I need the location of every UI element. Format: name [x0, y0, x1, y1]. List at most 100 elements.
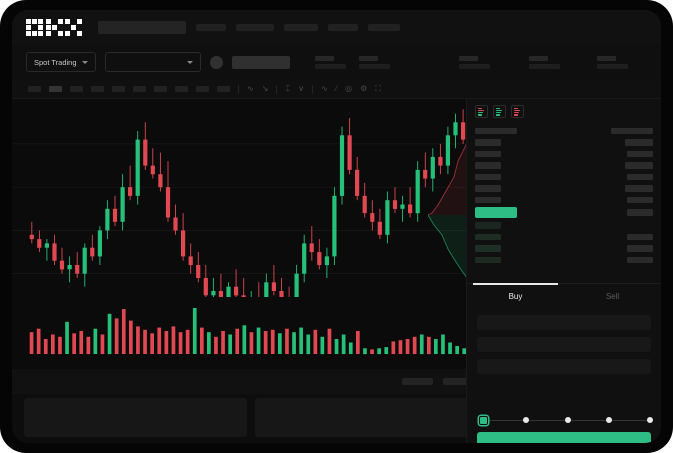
camera-icon[interactable]: ◎ — [345, 84, 353, 93]
settings-icon[interactable]: ⚙ — [360, 84, 368, 93]
okx-logo-icon[interactable] — [26, 18, 82, 36]
price-chart-pane[interactable] — [12, 99, 490, 369]
bottom-panel-positions[interactable] — [255, 398, 478, 437]
volume-histogram[interactable] — [12, 304, 490, 356]
line-chart-icon[interactable]: ∿ — [321, 84, 328, 93]
orderbook-ask-row[interactable] — [475, 183, 653, 195]
timeframe-1m[interactable] — [28, 86, 41, 92]
orderbook[interactable] — [467, 123, 661, 266]
orderbook-mode-bids[interactable] — [493, 105, 506, 118]
stat-value — [358, 63, 390, 69]
bottom-action-hide-other-pairs[interactable] — [402, 378, 433, 385]
orderbook-ask-row[interactable] — [475, 194, 653, 206]
timeframe-more[interactable] — [217, 86, 230, 92]
trend-line-icon[interactable]: ↘ — [261, 84, 269, 93]
stat-label — [314, 55, 334, 61]
timeframe-30m[interactable] — [91, 86, 104, 92]
timeframe-5m[interactable] — [49, 86, 62, 92]
orderbook-bid-row[interactable] — [475, 254, 653, 266]
stat-label — [458, 55, 478, 61]
nav-item-markets[interactable] — [196, 23, 226, 31]
orderbook-bid-row[interactable] — [475, 243, 653, 255]
orderbook-ask-row[interactable] — [475, 148, 653, 160]
fullscreen-icon[interactable]: ⛶ — [375, 84, 381, 93]
orderbook-mode-asks[interactable] — [511, 105, 524, 118]
trading-mode-selector[interactable]: Spot Trading — [26, 52, 96, 72]
orderbook-bid-row[interactable] — [475, 220, 653, 232]
stat-24h-volume — [596, 55, 628, 69]
orders-tab-bar — [12, 369, 490, 394]
stat-last-price — [314, 55, 346, 69]
stat-value — [314, 63, 346, 69]
tab-sell[interactable]: Sell — [564, 284, 661, 309]
stat-label — [358, 55, 378, 61]
search-input[interactable] — [98, 20, 186, 34]
nav-item-earn[interactable] — [328, 23, 358, 31]
amount-step-25[interactable] — [523, 417, 530, 423]
indicator-icon[interactable]: ∿ — [247, 84, 254, 93]
toolbar-divider — [312, 84, 314, 94]
tab-buy-label: Buy — [508, 292, 523, 301]
nav-item-derivatives[interactable] — [284, 23, 318, 31]
orderbook-header — [475, 125, 653, 137]
stat-24h-change — [358, 55, 390, 69]
chevron-down-icon[interactable]: ∨ — [298, 84, 305, 93]
submit-buy-button[interactable] — [477, 432, 651, 443]
amount-step-0[interactable] — [479, 415, 488, 425]
orderbook-ask-row[interactable] — [475, 137, 653, 149]
orderbook-ask-row[interactable] — [475, 171, 653, 183]
orderbook-ask-row[interactable] — [475, 160, 653, 172]
bottom-panels — [12, 394, 490, 443]
magnet-icon[interactable]: ∕ — [335, 84, 338, 93]
buy-sell-tab-bar: Buy Sell — [467, 283, 661, 309]
stat-24h-high — [458, 55, 490, 69]
trading-pair-selector[interactable] — [104, 52, 201, 72]
toolbar-divider — [276, 84, 278, 94]
candlestick-type-icon[interactable]: ⌶ — [285, 84, 291, 93]
timeframe-1h[interactable] — [112, 86, 125, 92]
bottom-panel-assets[interactable] — [24, 398, 247, 437]
nav-item-trade[interactable] — [236, 23, 274, 31]
last-price-value — [231, 55, 290, 69]
timeframe-1d[interactable] — [154, 86, 167, 92]
stat-value — [458, 63, 490, 69]
order-form-fields — [477, 315, 651, 374]
orderbook-last-price — [475, 206, 653, 220]
coin-icon — [209, 55, 223, 69]
order-total-field[interactable] — [477, 359, 651, 374]
market-summary-bar: Spot Trading — [12, 44, 661, 80]
timeframe-4h[interactable] — [133, 86, 146, 92]
order-price-field[interactable] — [477, 315, 651, 330]
stat-value — [596, 63, 628, 69]
candlestick-chart[interactable] — [12, 99, 490, 297]
app-screen: Spot Trading — [12, 10, 661, 443]
orders-tab-actions — [402, 378, 474, 385]
order-panel: Buy Sell — [466, 99, 661, 443]
trading-mode-label: Spot Trading — [34, 57, 77, 67]
chevron-down-icon — [186, 60, 193, 64]
stat-label — [528, 55, 548, 61]
stat-label — [596, 55, 616, 61]
stat-value — [528, 63, 560, 69]
orderbook-col-amount — [611, 127, 653, 134]
chevron-down-icon — [81, 60, 88, 64]
orderbook-mode-both[interactable] — [475, 105, 488, 118]
tab-sell-label: Sell — [605, 292, 620, 301]
tab-buy[interactable]: Buy — [467, 283, 564, 309]
stat-24h-low — [528, 55, 560, 69]
toolbar-divider — [238, 84, 239, 94]
timeframe-1M[interactable] — [196, 86, 209, 92]
amount-step-50[interactable] — [564, 417, 571, 423]
nav-item-more[interactable] — [368, 23, 400, 31]
top-navigation-bar — [12, 10, 661, 44]
amount-percent-stepper[interactable] — [479, 414, 653, 426]
orderbook-bid-row[interactable] — [475, 231, 653, 243]
timeframe-1w[interactable] — [175, 86, 188, 92]
order-amount-field[interactable] — [477, 337, 651, 352]
amount-step-100[interactable] — [647, 417, 653, 423]
amount-step-75[interactable] — [605, 417, 612, 423]
bottom-action-cancel-all[interactable] — [443, 378, 474, 385]
chart-toolbar: ∿ ↘ ⌶ ∨ ∿ ∕ ◎ ⚙ ⛶ — [12, 80, 661, 99]
timeframe-15m[interactable] — [70, 86, 83, 92]
